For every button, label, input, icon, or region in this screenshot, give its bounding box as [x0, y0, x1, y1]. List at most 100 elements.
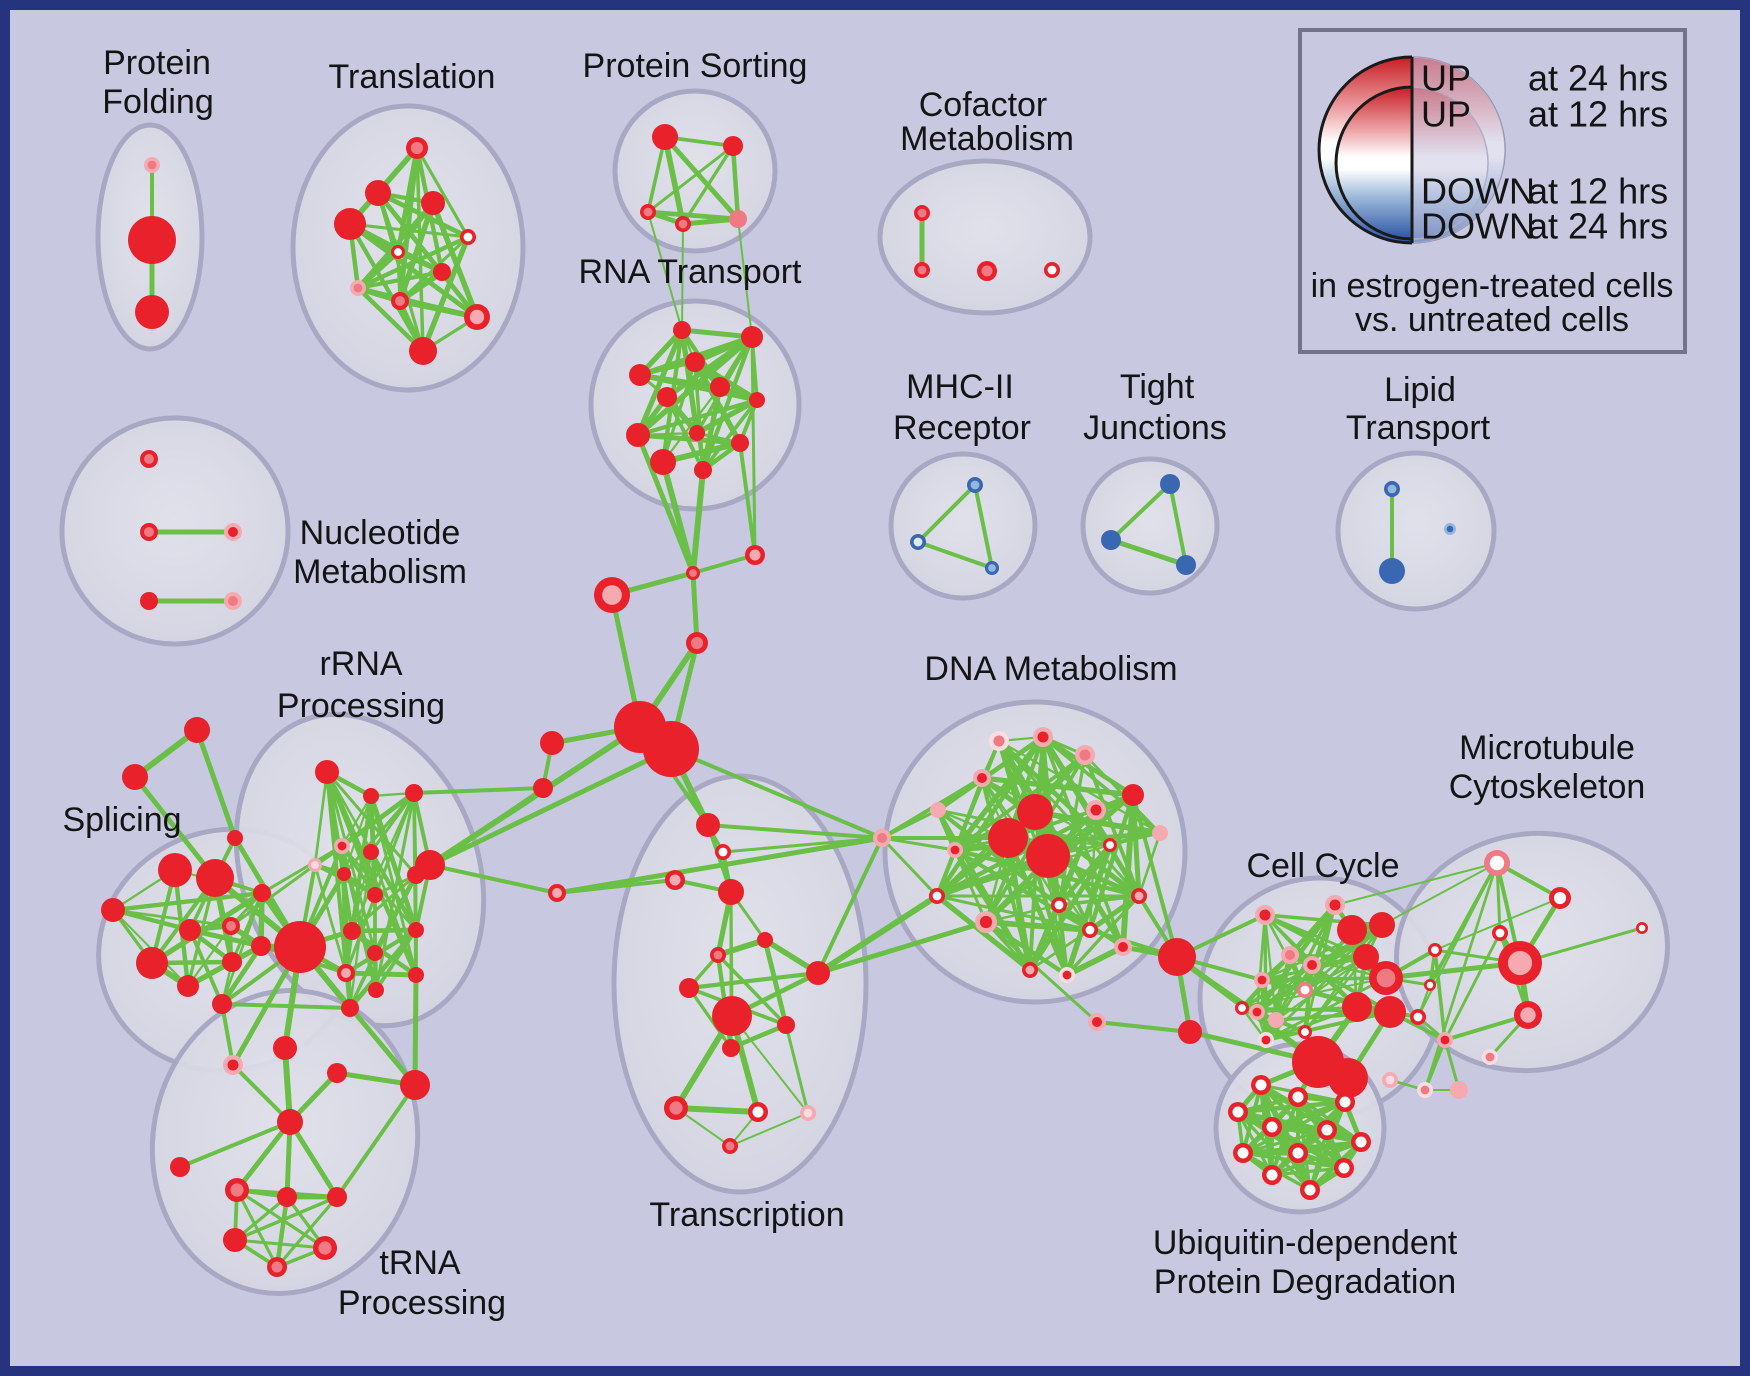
cluster-label-splicing-line0: Splicing [62, 801, 181, 839]
protein-sorting-mesh [662, 134, 686, 227]
node-tx3 [718, 879, 744, 905]
node-rr16 [341, 999, 359, 1017]
node-cc5-center [1257, 975, 1267, 985]
node-rr1 [363, 788, 379, 804]
node-rrR [415, 850, 445, 880]
legend-note-line0: in estrogen-treated cells [1311, 267, 1674, 305]
network-edge [690, 570, 700, 646]
node-u1-center [1292, 1091, 1304, 1103]
cluster-label-tight-junctions-line1: Junctions [1083, 409, 1227, 447]
node-n0-center [144, 454, 154, 464]
node-sp2 [101, 898, 125, 922]
network-edge [737, 218, 753, 338]
node-rr13-center [341, 968, 351, 978]
node-d2-center [1079, 749, 1091, 761]
node-d16-center [1134, 891, 1144, 901]
legend-direction-0: UP [1421, 58, 1471, 99]
network-edge [973, 483, 994, 570]
node-d1-center [1037, 731, 1049, 743]
dna-mesh [979, 775, 1142, 899]
node-ccb1 [1337, 915, 1367, 945]
splicing-mesh [188, 928, 224, 1006]
node-j2 [1176, 555, 1196, 575]
network-edge [1168, 482, 1188, 567]
rrna-mesh [325, 770, 377, 955]
cluster-label-mhc-ii-receptor-line0: MHC-II [906, 368, 1014, 406]
node-q9 [223, 1228, 247, 1252]
node-d15-center [1085, 925, 1095, 935]
node-t10 [409, 337, 437, 365]
dna-mesh [953, 848, 1092, 932]
dna-mesh [1027, 902, 1062, 973]
node-cc3-center [1307, 960, 1317, 970]
translation-mesh [430, 200, 480, 320]
node-m0-center [970, 480, 980, 490]
network-edge [1434, 897, 1561, 951]
node-r4 [710, 377, 730, 397]
rna-transport-mesh [635, 327, 685, 438]
network-edge [916, 483, 977, 544]
node-q10-center [318, 1241, 332, 1255]
cluster-label-rrna-processing-line1: Processing [277, 687, 445, 725]
node-l1 [1379, 558, 1405, 584]
node-rr3-center [337, 841, 347, 851]
cluster-label-cell-cycle-line0: Cell Cycle [1246, 847, 1399, 885]
node-t4-center [463, 232, 473, 242]
node-d12-center [932, 891, 942, 901]
cluster-label-cofactor-metabolism-line0: Cofactor [919, 86, 1048, 124]
network-edge [132, 774, 218, 881]
rna-transport-mesh [680, 328, 705, 472]
cell-cycle-mesh [1260, 976, 1388, 982]
node-q8 [327, 1187, 347, 1207]
trna-hex-mesh [235, 1188, 279, 1269]
translation-mesh [397, 298, 480, 320]
node-q5 [170, 1157, 190, 1177]
legend-time-1: at 12 hrs [1528, 94, 1668, 135]
rna-transport-mesh [637, 372, 760, 403]
node-rr2 [405, 784, 423, 802]
cluster-ellipse-lipid-transport [1335, 450, 1497, 612]
network-edge [673, 1105, 761, 1115]
node-mc2-center [1495, 928, 1505, 938]
node-cc4-center [1300, 985, 1310, 995]
dna-mesh [935, 894, 1092, 932]
node-cc0-center [1259, 909, 1271, 921]
node-ccb3 [1353, 944, 1379, 970]
network-edge [427, 724, 643, 868]
node-cf1-center [917, 265, 927, 275]
node-rr11 [367, 945, 383, 961]
node-tx4 [757, 932, 773, 948]
node-u7-center [1237, 1147, 1249, 1159]
network-edge [647, 211, 683, 331]
dna-mesh [1087, 792, 1136, 933]
network-edge [815, 919, 989, 976]
network-edge [660, 459, 696, 576]
node-u9-center [1338, 1162, 1350, 1174]
rrna-mesh [342, 872, 348, 975]
node-u11-center [1304, 1184, 1316, 1196]
node-pf1 [128, 216, 176, 264]
cell-cycle-mesh [1303, 923, 1384, 1034]
network-edge [984, 920, 1099, 1024]
node-u2-center [1339, 1096, 1351, 1108]
dna-mesh [1027, 842, 1113, 973]
node-r5 [657, 387, 677, 407]
transcription-mesh [686, 970, 821, 991]
translation-mesh [415, 146, 470, 239]
node-q11-center [271, 1261, 283, 1273]
protein-sorting-mesh [646, 144, 735, 214]
cluster-label-lipid-transport-line0: Lipid [1384, 371, 1456, 409]
node-rr4-center [311, 861, 319, 869]
rrna-mesh [340, 794, 373, 848]
node-rr9 [274, 921, 326, 973]
node-p2-center [643, 207, 653, 217]
legend-note-line1: vs. untreated cells [1355, 301, 1629, 339]
cluster-ellipse-tight-junctions [1080, 456, 1220, 596]
dna-mesh [1120, 792, 1136, 950]
node-u10-center [1266, 1169, 1278, 1181]
node-r0 [673, 321, 691, 339]
network-edge [681, 223, 684, 331]
cell-cycle-mesh [1264, 923, 1384, 1042]
dna-mesh [935, 848, 957, 898]
node-tx5-center [713, 950, 723, 960]
